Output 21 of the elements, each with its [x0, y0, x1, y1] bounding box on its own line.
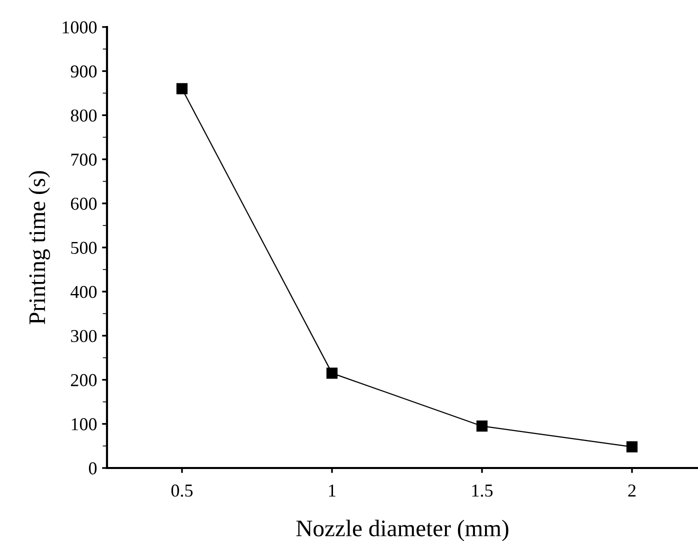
y-tick-label: 900 [70, 65, 97, 78]
y-axis-title: Printing time (s) [28, 171, 50, 324]
point [176, 83, 188, 94]
point [626, 441, 638, 452]
y-tick-label: 600 [70, 198, 97, 210]
y-tick-label: 200 [70, 374, 97, 386]
y-tick-label: 500 [71, 242, 97, 254]
y-tick-label: 100 [72, 418, 97, 430]
y-tick-label: 800 [70, 109, 97, 122]
x-tick-label: 1 [329, 484, 336, 496]
x-axis-title: Nozzle diameter (mm) [296, 520, 508, 541]
y-tick-label: 0 [88, 462, 97, 474]
point [326, 368, 338, 379]
x-tick-label: 1.5 [472, 484, 493, 497]
y-tick-label: 700 [71, 154, 97, 166]
y-tick-label: 300 [71, 330, 97, 342]
x-tick-label: 0.5 [171, 484, 193, 497]
point [476, 420, 488, 432]
y-tick-label: 1000 [62, 21, 97, 34]
y-tick-label: 400 [70, 286, 97, 298]
x-tick-label: 2 [628, 484, 636, 496]
